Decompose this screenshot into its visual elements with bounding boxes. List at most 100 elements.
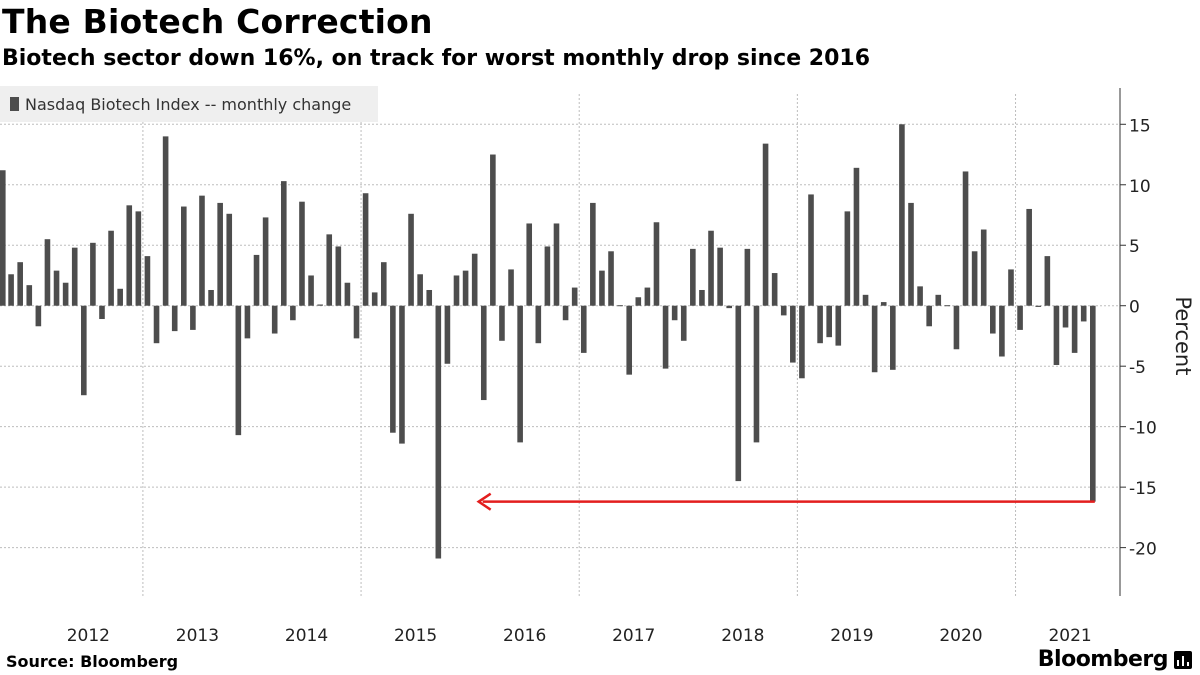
bar	[499, 305, 505, 341]
annotation	[476, 492, 1095, 511]
bar	[117, 288, 123, 306]
bar	[1090, 305, 1096, 502]
bar	[635, 297, 642, 306]
bar	[299, 201, 305, 306]
legend-swatch	[10, 97, 19, 111]
chart-title: The Biotech Correction	[2, 2, 433, 41]
bar	[617, 305, 623, 307]
bar	[190, 305, 196, 330]
bar	[680, 305, 687, 341]
bar	[490, 154, 496, 306]
bar	[590, 202, 596, 306]
bar	[408, 213, 414, 306]
bar	[371, 292, 378, 306]
bar	[926, 305, 932, 327]
bar	[644, 287, 651, 306]
x-tick-label: 2012	[67, 626, 110, 646]
bar	[426, 289, 433, 306]
bar	[453, 275, 460, 306]
bar	[326, 234, 333, 306]
bar	[1017, 305, 1023, 330]
x-tick-label: 2016	[503, 626, 546, 646]
bar	[562, 305, 569, 321]
bar	[917, 286, 923, 306]
x-tick-label: 2021	[1048, 626, 1091, 646]
bar	[435, 305, 442, 559]
bar	[1044, 256, 1051, 306]
y-tick-label: 5	[1129, 237, 1140, 257]
bar	[390, 305, 396, 433]
bloomberg-logo: Bloomberg	[1037, 647, 1169, 672]
bar	[717, 247, 723, 306]
bar	[53, 270, 60, 306]
bar	[0, 170, 6, 306]
bar	[362, 193, 369, 306]
bar	[908, 202, 914, 306]
bar	[780, 305, 787, 316]
bar	[962, 171, 969, 306]
bar	[444, 305, 451, 364]
gridlines	[0, 94, 1120, 596]
bar	[990, 305, 996, 334]
bar	[826, 305, 832, 338]
bar	[26, 285, 33, 306]
bar	[271, 305, 278, 334]
x-tick-label: 2013	[176, 626, 219, 646]
bar	[308, 275, 314, 306]
bar	[544, 246, 551, 306]
bar	[799, 305, 805, 379]
bar	[1026, 208, 1032, 306]
bar	[653, 222, 660, 306]
source-note: Source: Bloomberg	[6, 652, 179, 671]
bar	[262, 217, 269, 306]
bar	[335, 246, 342, 306]
bar	[1062, 305, 1069, 328]
annotation-arrow-head	[476, 492, 492, 511]
bar	[290, 305, 296, 321]
x-tick-label: 2020	[939, 626, 982, 646]
bar	[835, 305, 842, 346]
bar	[399, 305, 405, 444]
bar	[517, 305, 523, 443]
y-tick-label: 0	[1129, 298, 1140, 318]
bar	[880, 302, 887, 306]
x-tick-label: 2015	[394, 626, 437, 646]
bar	[690, 248, 696, 306]
bar	[662, 305, 669, 369]
bar	[171, 305, 178, 332]
bar	[480, 305, 487, 401]
bar	[144, 256, 151, 306]
bloomberg-chart-icon	[1174, 651, 1192, 669]
bar	[744, 248, 751, 306]
bar	[1035, 305, 1042, 307]
bar	[526, 223, 533, 306]
bar	[244, 305, 251, 339]
bar	[235, 305, 242, 436]
bar	[1080, 305, 1087, 322]
bar	[208, 289, 214, 306]
bar	[553, 223, 560, 306]
y-axis-label: Percent	[1171, 296, 1195, 375]
bar	[608, 251, 614, 306]
bar	[217, 202, 223, 306]
bar	[699, 289, 705, 306]
y-tick-label: -10	[1129, 419, 1157, 439]
bar	[8, 274, 14, 306]
bar	[735, 305, 742, 482]
bar	[253, 254, 260, 306]
x-tick-label: 2019	[830, 626, 873, 646]
bar	[81, 305, 87, 396]
bar	[417, 274, 423, 306]
bar	[980, 229, 987, 306]
bar	[108, 230, 114, 306]
y-tick-label: 10	[1129, 177, 1151, 197]
bar	[944, 305, 951, 307]
bar	[853, 167, 860, 306]
bar	[508, 269, 514, 306]
bar	[580, 305, 587, 353]
bar	[62, 282, 69, 306]
bar	[199, 195, 205, 306]
bar	[162, 136, 169, 306]
legend: Nasdaq Biotech Index -- monthly change	[0, 86, 378, 122]
